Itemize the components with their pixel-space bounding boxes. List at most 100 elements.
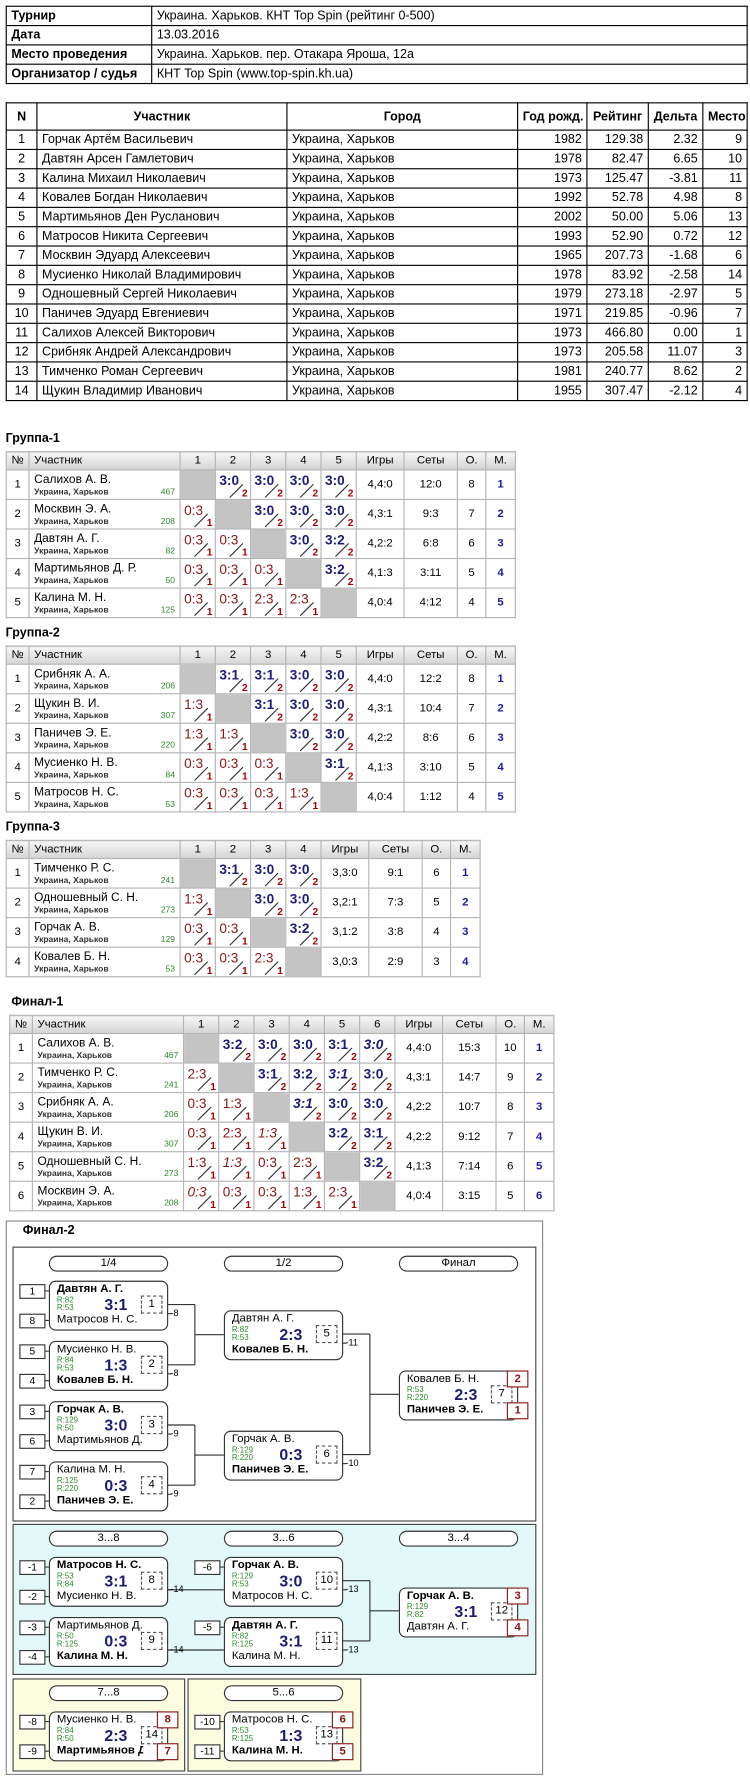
player-city: Украина, Харьков — [34, 903, 109, 915]
seed: -11 — [194, 1744, 221, 1760]
player-name: Тимченко Р. С. — [34, 860, 115, 875]
slash — [232, 1047, 247, 1062]
slash — [197, 1136, 212, 1150]
score-cell: 3:0 2 — [249, 498, 287, 530]
games: 4,1:3 — [394, 1151, 444, 1182]
slash-line — [232, 1047, 247, 1062]
score-cell: 3:0 2 — [285, 469, 322, 500]
seed: 6 — [19, 1434, 46, 1449]
player1-name: Мартимьянов Д... — [56, 1619, 144, 1632]
participant-row: 12 Срибняк Андрей Александрович Украина, Х… — [5, 342, 748, 363]
player-city: Украина, Харьков — [34, 798, 109, 809]
slash — [264, 513, 279, 528]
match-box: Ковалев Б. Н. R:53 R:220 Паничев Э. Е. 2:3 7 — [398, 1370, 519, 1421]
slash — [229, 872, 244, 887]
diagonal-cell — [320, 587, 357, 619]
match-score: 1:3 — [289, 785, 309, 802]
player-city: Украина, Харьков — [34, 768, 109, 779]
group-row: 1 Салихов А. В. Украина, Харьков 467 3:0 2 3:0… — [5, 469, 516, 500]
score-cell: 3:2 2 — [285, 917, 322, 948]
slash — [268, 1165, 282, 1180]
score-cell: 3:0 2 — [320, 722, 357, 754]
player-sub: Украина, Харьков 241 — [34, 874, 179, 885]
slash — [194, 543, 208, 557]
slash-line — [229, 572, 244, 587]
participant-cell: 1 — [702, 322, 748, 344]
player-sub: Украина, Харьков 129 — [34, 934, 179, 945]
row-number: 2 — [5, 887, 30, 919]
slash-line — [268, 1136, 282, 1150]
slash — [299, 678, 314, 693]
participant-cell: Москвин Эдуард Алексеевич — [36, 245, 288, 266]
player-rating: 241 — [164, 1078, 179, 1090]
final-place: 5 — [331, 1743, 354, 1761]
slash — [303, 1165, 318, 1180]
points: 4 — [456, 587, 487, 619]
games: 4,2:2 — [355, 528, 405, 560]
participant-cell: 13 — [5, 361, 38, 382]
loser-destination: -14 — [170, 1584, 184, 1595]
slash-line — [194, 572, 208, 587]
player2-name: Ковалев Б. Н. — [56, 1373, 134, 1387]
score-cell: 1:3 1 — [288, 1180, 325, 1212]
match-number: 10 — [315, 1571, 338, 1590]
group-row: 2 Щукин В. И. Украина, Харьков 307 1:3 1 3:1 2 3… — [5, 693, 516, 724]
match-number: 12 — [490, 1602, 513, 1621]
games: 4,3:1 — [355, 498, 405, 530]
match-points: 2 — [386, 1080, 393, 1093]
sets: 3:8 — [368, 917, 423, 948]
player2-name: Паничев Э. Е. — [56, 1494, 134, 1507]
participant-cell: 12 — [702, 226, 748, 247]
match-points: 1 — [312, 605, 319, 618]
player1-name: Горчак А. В. — [231, 1432, 295, 1446]
score-cell: 3:0 2 — [323, 1092, 361, 1123]
match-points: 1 — [206, 935, 213, 947]
slash — [335, 767, 349, 781]
score-cell: 3:1 2 — [288, 1092, 325, 1123]
header-cell: 2 — [218, 1014, 255, 1035]
slash — [303, 1077, 318, 1091]
place: 2 — [449, 887, 481, 919]
match-points: 2 — [277, 517, 283, 529]
score-cell: 3:0 2 — [320, 663, 357, 695]
match-points: 1 — [210, 1110, 216, 1122]
slash-line — [373, 1136, 388, 1150]
player-name: Мартимьянов Д. Р. — [34, 560, 137, 575]
match-score: 0:3 — [219, 949, 239, 966]
row-number: 4 — [5, 557, 30, 589]
player-cell: Салихов А. В. Украина, Харьков 467 — [31, 1032, 185, 1064]
participant-cell: Украина, Харьков — [286, 226, 519, 247]
player-cell: Салихов А. В. Украина, Харьков 467 — [28, 469, 181, 500]
slash-line — [229, 543, 244, 557]
round-label: Финал — [398, 1255, 519, 1272]
participant-cell: 83.92 — [586, 264, 649, 286]
slash — [335, 572, 349, 587]
slash-line — [232, 1195, 247, 1210]
seed: 5 — [19, 1344, 46, 1360]
points: 6 — [495, 1151, 525, 1182]
place: 4 — [485, 557, 516, 589]
place: 1 — [485, 469, 516, 500]
seed: -2 — [19, 1589, 46, 1605]
participant-cell: 6 — [702, 245, 748, 266]
score-cell: 0:3 1 — [179, 946, 216, 978]
header-cell: М. — [523, 1014, 555, 1035]
score-cell: 3:1 2 — [249, 663, 287, 695]
match-score: 3:0 — [254, 472, 275, 489]
sets: 7:14 — [442, 1151, 497, 1182]
slash-line — [268, 1077, 282, 1091]
score-cell: 3:1 2 — [253, 1062, 290, 1094]
match-points: 1 — [206, 905, 213, 918]
participant-cell: 52.90 — [586, 226, 649, 247]
sets: 15:3 — [442, 1032, 497, 1064]
participant-cell: 50.00 — [586, 206, 649, 228]
match-score: 2:3 — [187, 1065, 207, 1082]
participant-cell: Украина, Харьков — [286, 148, 519, 170]
player-sub: Украина, Харьков 208 — [37, 1197, 182, 1208]
points: 6 — [421, 857, 452, 889]
match-score: 3:0 — [324, 696, 345, 713]
slash-line — [335, 572, 349, 587]
slash — [229, 767, 244, 781]
match-points: 2 — [386, 1169, 393, 1181]
